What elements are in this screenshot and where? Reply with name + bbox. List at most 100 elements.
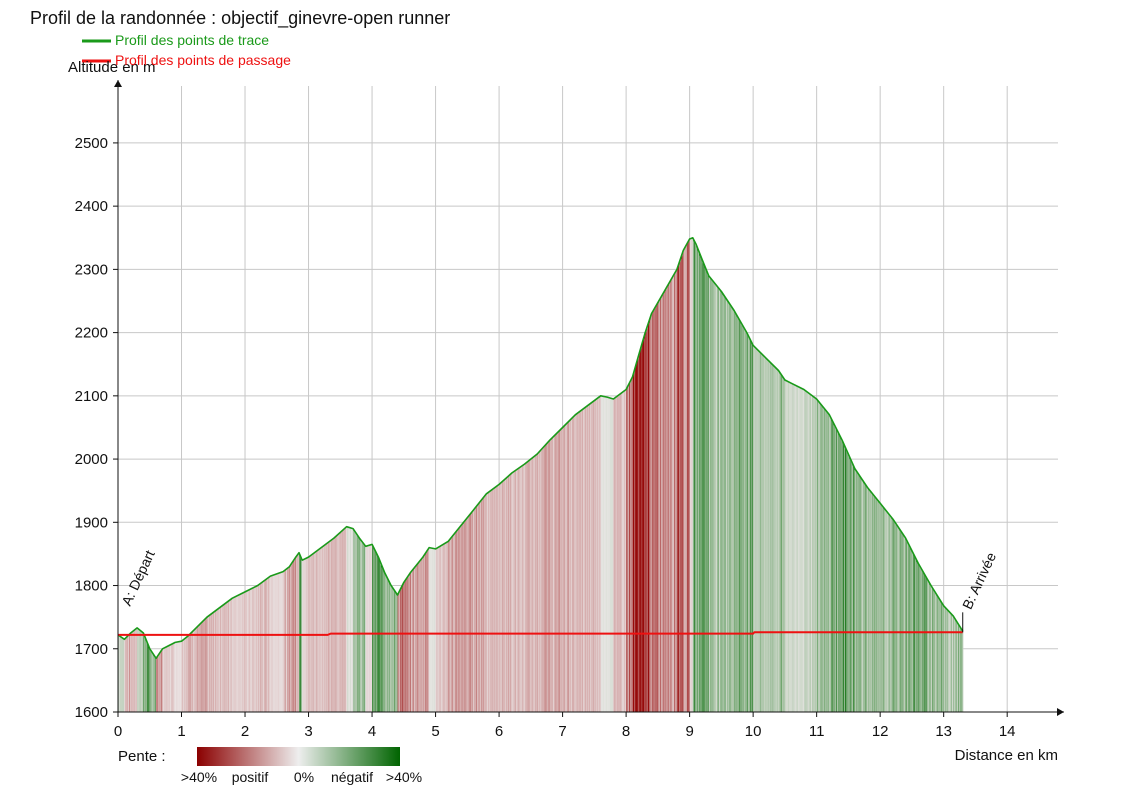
slope-segment bbox=[394, 590, 396, 712]
slope-segment bbox=[521, 466, 523, 712]
slope-segment bbox=[461, 525, 462, 712]
slope-segment bbox=[473, 509, 475, 712]
slope-segment bbox=[383, 569, 384, 712]
slope-segment bbox=[331, 540, 332, 712]
slope-segment bbox=[821, 404, 822, 712]
slope-segment bbox=[882, 505, 883, 712]
slope-segment bbox=[252, 588, 254, 712]
slope-segment bbox=[735, 313, 737, 712]
slope-segment bbox=[333, 538, 335, 712]
slope-segment bbox=[427, 550, 428, 712]
slope-segment bbox=[808, 392, 809, 712]
slope-segment bbox=[320, 547, 322, 712]
slope-segment bbox=[609, 397, 610, 712]
slope-segment bbox=[333, 538, 334, 712]
slope-segment bbox=[614, 398, 615, 712]
slope-segment bbox=[746, 332, 748, 712]
slope-segment bbox=[672, 276, 674, 712]
slope-segment bbox=[675, 272, 676, 712]
slope-segment bbox=[886, 511, 888, 712]
slope-segment bbox=[528, 460, 530, 712]
slope-segment bbox=[568, 421, 569, 712]
slope-segment bbox=[400, 588, 402, 712]
slope-segment bbox=[289, 566, 290, 712]
slope-segment bbox=[521, 466, 522, 712]
slope-segment bbox=[666, 287, 668, 712]
slope-segment bbox=[720, 290, 721, 712]
slope-segment bbox=[171, 644, 173, 712]
slope-segment bbox=[135, 628, 137, 712]
slope-segment bbox=[520, 466, 522, 712]
slope-segment bbox=[398, 592, 400, 712]
slope-segment bbox=[468, 515, 470, 712]
slope-segment bbox=[522, 465, 523, 712]
slope-segment bbox=[389, 582, 391, 712]
slope-segment bbox=[615, 397, 616, 712]
slope-segment bbox=[228, 600, 230, 712]
slope-segment bbox=[123, 638, 125, 712]
slope-segment bbox=[168, 645, 169, 712]
slope-segment bbox=[533, 457, 534, 712]
slope-segment bbox=[543, 446, 545, 712]
slope-segment bbox=[636, 363, 637, 712]
slope-segment bbox=[469, 515, 470, 712]
slope-segment bbox=[489, 491, 491, 712]
slope-segment bbox=[452, 536, 453, 712]
slope-segment bbox=[554, 435, 556, 712]
slope-segment bbox=[847, 452, 849, 712]
slope-segment bbox=[931, 586, 933, 712]
x-tick-label: 4 bbox=[368, 723, 376, 740]
slope-segment bbox=[189, 634, 190, 712]
slope-segment bbox=[466, 518, 467, 712]
y-tick-label: 2100 bbox=[75, 388, 108, 405]
slope-segment bbox=[494, 487, 496, 712]
slope-segment bbox=[758, 350, 759, 712]
slope-segment bbox=[519, 467, 521, 712]
slope-segment bbox=[586, 406, 588, 712]
slope-segment bbox=[513, 471, 514, 712]
slope-segment bbox=[447, 541, 449, 712]
slope-segment bbox=[297, 554, 299, 712]
slope-segment bbox=[253, 587, 254, 712]
slope-segment bbox=[757, 349, 758, 712]
slope-segment bbox=[934, 591, 936, 712]
slope-segment bbox=[221, 606, 223, 712]
slope-segment bbox=[566, 423, 568, 712]
slope-segment bbox=[766, 358, 767, 712]
slope-segment bbox=[219, 607, 220, 712]
slope-segment bbox=[532, 457, 534, 712]
slope-segment bbox=[339, 533, 340, 712]
slope-segment bbox=[945, 607, 947, 712]
slope-segment bbox=[917, 561, 918, 712]
slope-segment bbox=[732, 308, 734, 712]
slope-segment bbox=[573, 416, 574, 712]
slope-segment bbox=[482, 498, 483, 712]
slope-segment bbox=[762, 354, 763, 712]
slope-segment bbox=[364, 544, 365, 712]
slope-segment bbox=[530, 459, 532, 712]
slope-segment bbox=[774, 366, 775, 712]
slope-segment bbox=[488, 492, 490, 712]
slope-segment bbox=[921, 569, 923, 712]
slope-segment bbox=[210, 614, 211, 712]
slope-segment bbox=[672, 277, 673, 712]
slope-segment bbox=[251, 588, 253, 712]
slope-segment bbox=[680, 259, 681, 712]
slope-segment bbox=[753, 345, 755, 712]
slope-segment bbox=[574, 415, 576, 712]
slope-segment bbox=[734, 311, 736, 712]
slope-segment bbox=[678, 263, 680, 712]
slope-segment bbox=[161, 650, 162, 712]
slope-segment bbox=[660, 297, 662, 712]
slope-segment bbox=[503, 480, 504, 712]
slope-segment bbox=[388, 580, 390, 712]
slope-segment bbox=[403, 582, 405, 712]
slope-segment bbox=[545, 445, 546, 712]
slope-segment bbox=[343, 529, 344, 712]
slope-segment bbox=[146, 641, 148, 712]
slope-segment bbox=[855, 469, 856, 712]
slope-segment bbox=[288, 567, 290, 712]
slope-segment bbox=[415, 565, 417, 712]
slope-segment bbox=[836, 428, 837, 712]
y-tick-label: 2500 bbox=[75, 135, 108, 152]
